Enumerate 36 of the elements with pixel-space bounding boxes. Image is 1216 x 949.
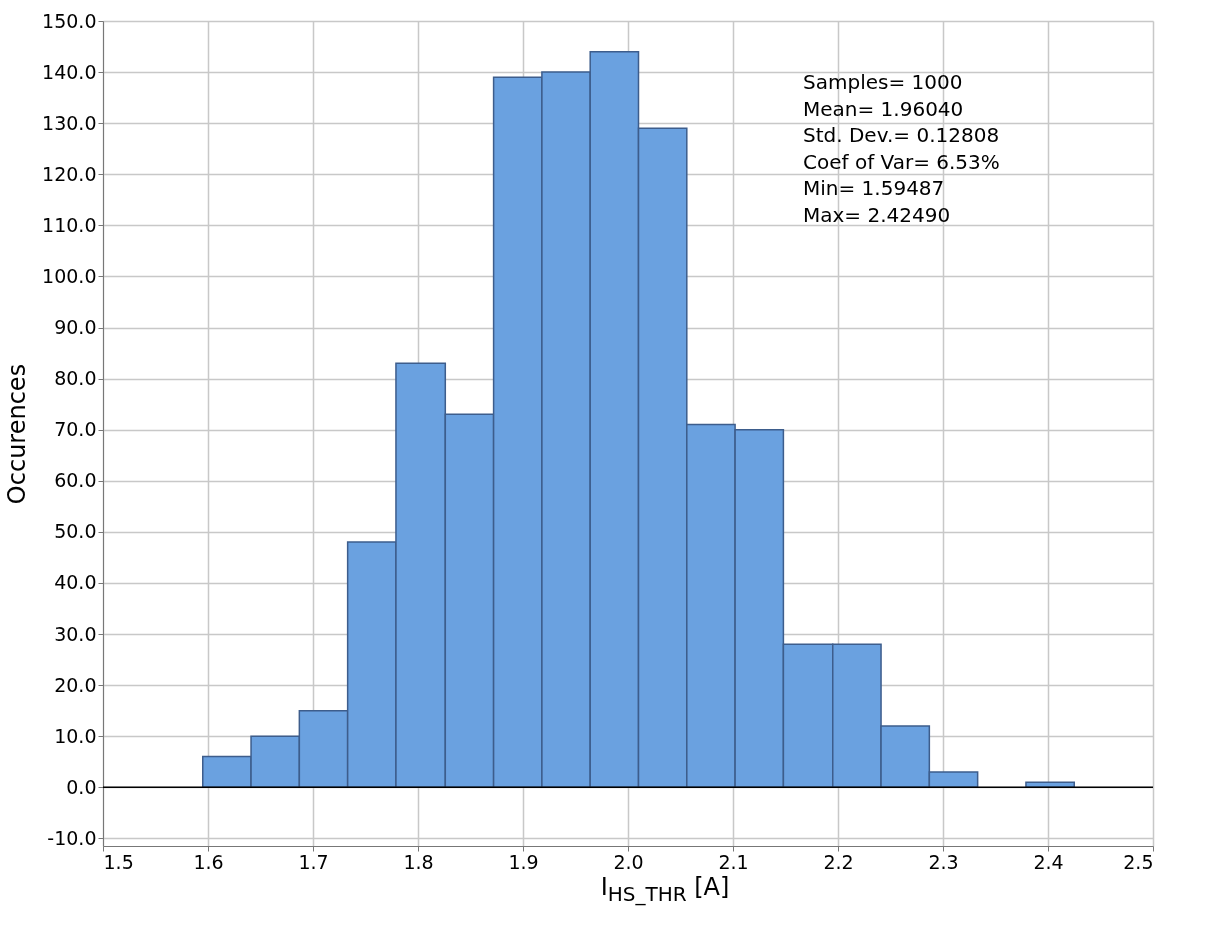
y-tick-label: 120.0 [42,162,97,185]
annotation: Std. Dev.= 0.12808 [803,123,1000,147]
y-tick-label: -10.0 [47,826,97,849]
x-tick-label: 1.6 [193,850,224,873]
y-tick-label: 70.0 [54,418,97,441]
x-tick-label: 1.7 [298,850,329,873]
annotation: Min= 1.59487 [803,176,945,200]
y-tick-label: 60.0 [54,469,97,492]
x-tick-label: 2.1 [718,850,749,873]
y-tick-label: 150.0 [42,9,97,32]
x-tick-label: 2.4 [1033,850,1064,873]
y-tick-label: 80.0 [54,367,97,390]
y-tick-label: 40.0 [54,571,97,594]
y-axis-title: Occurences [3,363,32,505]
y-tick-label: 0.0 [66,775,97,798]
y-tick-label: 130.0 [42,111,97,134]
annotation: Max= 2.42490 [803,202,951,227]
y-tick-label: 100.0 [42,264,97,287]
x-tick-label: 2.0 [613,850,644,873]
x-tick-label: 1.8 [403,850,434,873]
y-tick-label: 140.0 [42,60,97,83]
annotation: Samples= 1000 [803,70,963,94]
y-tick-label: 10.0 [54,724,97,747]
x-tick-label: 1.5 [103,850,134,873]
y-tick-label: 50.0 [54,520,97,543]
y-tick-label: 110.0 [42,213,97,236]
y-tick-label: 30.0 [54,622,97,645]
y-tick-label: 90.0 [54,316,97,338]
x-axis-title: I$_{HS_THR}$ [A] [599,873,731,906]
y-tick-label: 20.0 [54,673,97,696]
annotation: Mean= 1.96040 [803,96,964,121]
x-tick-label: 2.3 [928,850,959,873]
x-tick-label: 2.5 [1123,850,1154,873]
x-tick-label: 2.2 [823,850,854,873]
annotation: Coef of Var= 6.53% [803,149,1000,174]
x-tick-label: 1.9 [508,850,539,873]
